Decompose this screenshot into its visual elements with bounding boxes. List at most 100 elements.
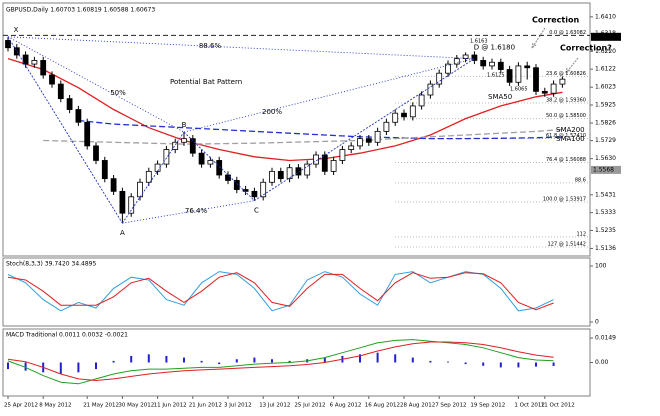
candle-body [286,167,293,180]
candle-body [154,163,161,172]
price-marker-label: 1.5568 [593,166,614,173]
candle-body [57,83,64,100]
histogram-bar [183,357,185,363]
y-tick-label: 100 [595,263,607,270]
stoch-pane [2,257,591,327]
stoch-line [7,271,554,312]
histogram-bar [535,362,537,367]
pattern-line [254,58,475,202]
arrowhead [565,67,571,74]
y-tick-label: 1.5630 [595,155,616,162]
stoch-line [7,272,554,311]
histogram-bar [394,354,397,363]
histogram-bar [482,362,485,366]
pattern-line [183,131,255,201]
price-marker-label: 1.6300 [593,33,614,40]
x-tick-label: 21 Jun 2012 [189,403,222,409]
pattern-line [122,200,255,224]
candle-body [181,138,187,143]
histogram-bar [499,362,502,368]
candle-body [427,83,434,96]
candle-body [471,54,478,61]
macd-title: MACD Traditional 0.0011 0.0032 -0.0021 [6,332,128,339]
pattern-point-label: A [120,229,125,237]
x-tick-label: 3 Jul 2012 [224,403,252,409]
annotation: Correction? [560,44,612,53]
candle-body [321,154,328,172]
candle-body [436,72,443,85]
y-tick-label: 0 [595,319,599,326]
candle-body [163,149,170,165]
histogram-bar [552,362,555,366]
fib-label: 112 [576,231,586,237]
candle-body [392,112,399,123]
arrow [531,27,546,49]
pattern-line [122,131,185,224]
histogram-bar [165,355,168,363]
candle-body [233,180,240,190]
legend-label: SMA200 [556,126,585,134]
y-tick-label: 1.5431 [595,191,616,198]
x-tick-label: 16 Aug 2012 [365,403,400,409]
candle-body [541,90,548,94]
histogram-bar [7,362,9,370]
candle-body [374,130,381,143]
y-tick-label: 1.6220 [595,48,616,55]
annotation: 1.6125 [487,73,505,79]
candle-body [110,178,117,192]
histogram-bar [147,354,150,363]
candle-body [559,78,566,85]
x-tick-label: 30 May 2012 [118,403,154,409]
histogram-bar [24,362,27,371]
histogram-bar [218,362,221,365]
histogram-bar [429,360,432,363]
y-tick-label: 1.5826 [595,120,616,127]
candle-body [401,112,407,118]
x-tick-label: 25 Jul 2012 [294,403,325,409]
y-tick-label: 0.0149 [595,335,616,342]
histogram-bar [288,360,291,363]
candle-body [330,160,337,172]
x-tick-label: 6 Aug 2012 [330,403,362,409]
fib-label: 88.6 [575,177,586,183]
annotation: 1.6065 [510,87,528,93]
x-tick-label: 8 May 2012 [39,403,71,409]
moving-average [78,119,563,140]
x-tick-label: 13 Jul 2012 [259,403,290,409]
legend-label: SMA100 [556,135,585,143]
pattern-title: Potential Bat Pattern [170,78,242,86]
x-tick-label: 11 Jun 2012 [154,403,187,409]
candle-body [515,65,522,83]
candle-body [137,181,143,198]
candle-body [348,145,355,150]
pattern-ratio: 76.4% [185,207,208,215]
fib-label: 50.0 @ 1.58500 [546,113,586,119]
x-tick-label: 7 Sep 2012 [435,403,466,409]
candle-body [313,154,319,165]
price-pane [2,2,591,257]
candle-body [242,189,249,192]
candle-body [119,190,126,214]
annotation: Correction [532,16,579,25]
fib-label: 100.0 @ 1.53917 [543,196,586,202]
candle-body [339,149,346,161]
candle-body [189,138,196,154]
fib-label: 38.2 @ 1.59360 [546,98,586,104]
candle-body [445,63,451,74]
candle-body [418,94,425,107]
y-tick-label: 1.6122 [595,66,616,73]
fib-label: 127 @ 1.51442 [548,241,586,247]
candle-body [357,138,363,147]
histogram-bar [517,362,520,368]
x-tick-label: 28 Aug 2012 [400,403,435,409]
candle-body [22,54,29,65]
candle-body [216,160,223,176]
candle-body [383,121,390,132]
candle-body [101,160,108,180]
y-tick-label: 0.00 [595,359,609,366]
histogram-bar [411,357,414,363]
candle-body [40,60,47,76]
pattern-point-label: B [182,121,187,129]
stoch-title: Stoch(8,3,3) 39.7420 34.4895 [6,261,97,268]
